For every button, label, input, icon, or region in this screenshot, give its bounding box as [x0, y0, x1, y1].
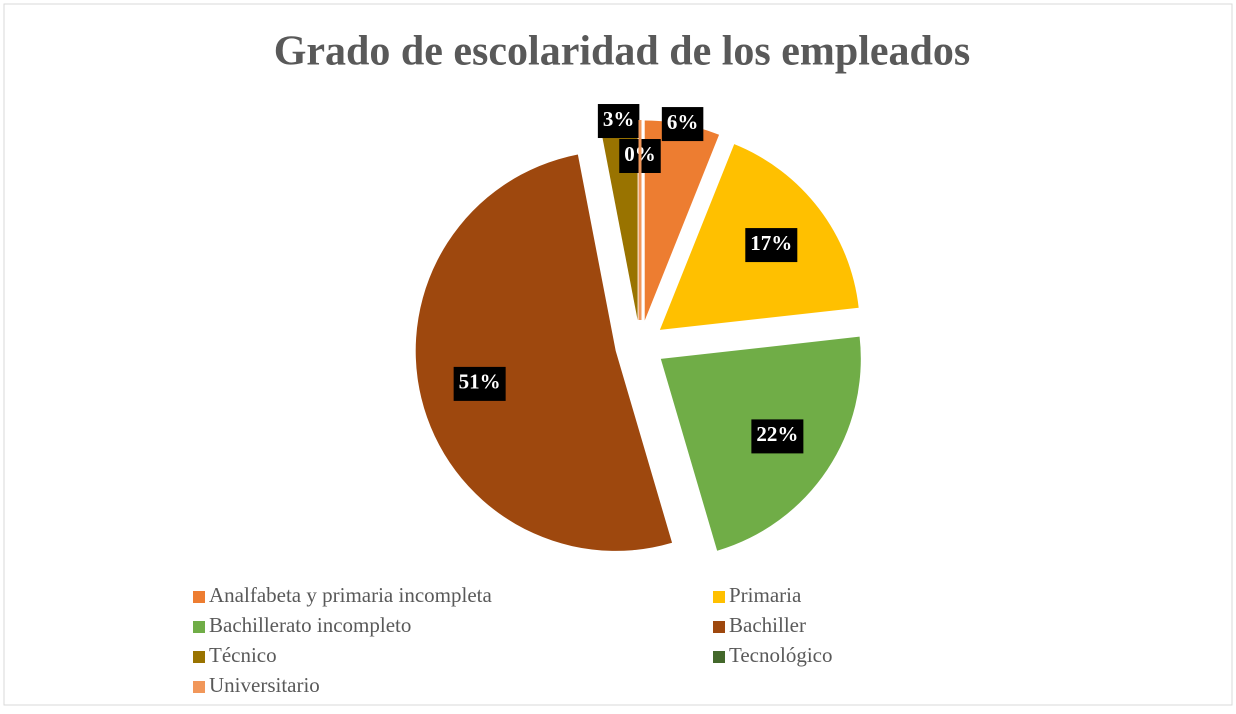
pie-slice [415, 154, 673, 551]
data-label-text: 6% [667, 110, 699, 134]
data-label-box [453, 366, 506, 401]
legend-label: Analfabeta y primaria incompleta [209, 583, 492, 607]
data-label: 22% [751, 419, 804, 454]
data-label-text: 3% [603, 107, 635, 131]
legend-label: Universitario [209, 673, 320, 697]
data-label-box [745, 228, 798, 263]
legend-label: Bachiller [729, 613, 806, 637]
data-label: 6% [661, 107, 704, 142]
data-label-box [661, 107, 704, 142]
data-label-box [597, 104, 640, 139]
legend-label: Técnico [209, 643, 277, 667]
legend-swatch [193, 681, 205, 693]
legend-swatch [713, 591, 725, 603]
data-label-box [751, 419, 804, 454]
legend-swatch [713, 621, 725, 633]
data-label: 51% [453, 366, 506, 401]
data-label: 3% [597, 104, 640, 139]
legend-swatch [193, 591, 205, 603]
data-label-text: 17% [750, 231, 792, 255]
chart-title: Grado de escolaridad de los empleados [274, 29, 971, 75]
legend-label: Tecnológico [729, 643, 833, 667]
data-label-text: 22% [756, 422, 798, 446]
pie-slice [644, 120, 720, 321]
legend-swatch [193, 621, 205, 633]
legend-swatch [713, 651, 725, 663]
data-label: 17% [745, 228, 798, 263]
data-label-text: 51% [459, 370, 501, 394]
legend-label: Primaria [729, 583, 802, 607]
legend-label: Bachillerato incompleto [209, 613, 411, 637]
legend-swatch [193, 651, 205, 663]
